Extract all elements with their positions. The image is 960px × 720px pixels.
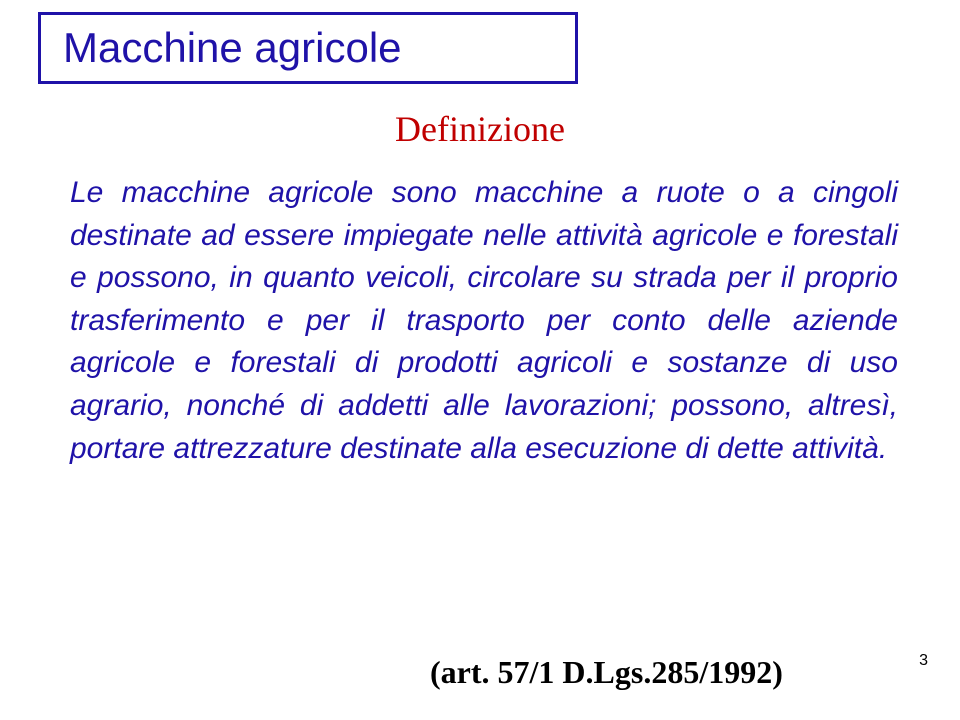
- slide-page: Macchine agricole Definizione Le macchin…: [0, 0, 960, 720]
- section-subtitle: Definizione: [0, 108, 960, 150]
- body-paragraph: Le macchine agricole sono macchine a ruo…: [70, 172, 898, 470]
- citation-text: (art. 57/1 D.Lgs.285/1992): [430, 654, 783, 691]
- page-number: 3: [919, 652, 928, 670]
- title-box: Macchine agricole: [38, 12, 578, 84]
- page-title: Macchine agricole: [63, 25, 575, 71]
